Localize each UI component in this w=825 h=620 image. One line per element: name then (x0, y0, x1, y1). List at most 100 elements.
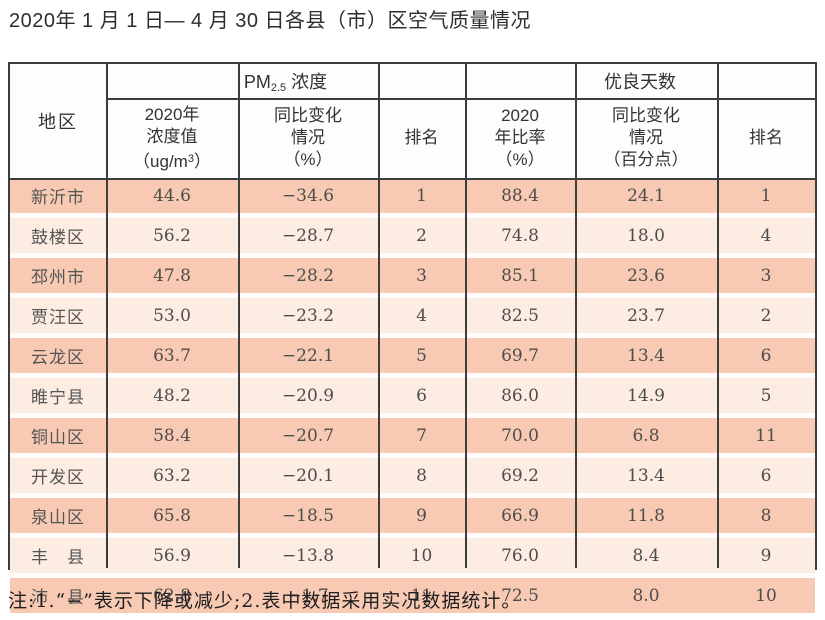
table-row: 鼓楼区 56.2 −28.7 2 74.8 18.0 4 (10, 213, 816, 256)
cell-pm-rank: 6 (378, 373, 466, 416)
cell-region: 铜山区 (10, 413, 106, 456)
col-header-pm-rank: 排名 (378, 98, 466, 178)
col-header-region: 地区 (10, 64, 106, 178)
cell-days-rank: 10 (717, 573, 816, 613)
cell-days-ratio: 88.4 (465, 178, 576, 216)
table-row: 开发区 63.2 −20.1 8 69.2 13.4 6 (10, 453, 816, 496)
cell-days-rank: 1 (717, 178, 816, 216)
cell-pm-value: 56.2 (106, 213, 238, 256)
cell-days-rank: 6 (717, 453, 816, 496)
table-header: 地区 PM2.5 浓度 优良天数 2020年 浓度值 （ug/m3） 同比变化 情况… (10, 64, 816, 178)
pm25-label-prefix: PM (243, 72, 271, 92)
cell-pm-value: 56.9 (106, 533, 238, 576)
cell-pm-change: −18.5 (238, 493, 378, 536)
cell-pm-rank: 3 (378, 253, 466, 296)
table-body: 新沂市 44.6 −34.6 1 88.4 24.1 1 鼓楼区 56.2 −28.7 2 74.8 1… (10, 178, 816, 613)
cell-days-ratio: 72.5 (465, 573, 576, 613)
sub-header-row: 2020年 浓度值 （ug/m3） 同比变化 情况 （%） 排名 2020 年比率 … (10, 98, 816, 178)
cell-days-ratio: 70.0 (465, 413, 576, 456)
cell-region: 睢宁县 (10, 373, 106, 416)
cell-days-rank: 5 (717, 373, 816, 416)
cell-pm-value: 53.0 (106, 293, 238, 336)
air-quality-table: 地区 PM2.5 浓度 优良天数 2020年 浓度值 （ug/m3） 同比变化 情况… (8, 62, 817, 613)
col-header-pm-change: 同比变化 情况 （%） (238, 98, 378, 178)
cell-pm-value: 47.8 (106, 253, 238, 296)
cell-pm-change: −23.2 (238, 293, 378, 336)
grid-vline-4 (465, 64, 467, 568)
cell-days-change: 23.6 (575, 253, 718, 296)
cell-days-change: 24.1 (575, 178, 718, 216)
cell-days-ratio: 86.0 (465, 373, 576, 416)
table-row: 邳州市 47.8 −28.2 3 85.1 23.6 3 (10, 253, 816, 296)
cell-region: 开发区 (10, 453, 106, 496)
pm-value-unit-post: ） (193, 151, 211, 171)
col-group-good-days: 优良天数 (465, 64, 816, 98)
cell-days-rank: 2 (717, 293, 816, 336)
pm25-label-suffix: 浓度 (286, 72, 328, 92)
cell-days-rank: 9 (717, 533, 816, 576)
col-header-pm-value: 2020年 浓度值 （ug/m3） (106, 98, 238, 178)
cell-days-change: 8.0 (575, 573, 718, 613)
cell-days-rank: 8 (717, 493, 816, 536)
table-row: 丰 县 56.9 −13.8 10 76.0 8.4 9 (10, 533, 816, 576)
page-title: 2020年 1 月 1 日— 4 月 30 日各县（市）区空气质量情况 (9, 10, 532, 32)
pm-value-line2: 浓度值 (146, 126, 198, 146)
table-row: 泉山区 65.8 −18.5 9 66.9 11.8 8 (10, 493, 816, 536)
grid-vline-1 (106, 64, 108, 568)
cell-days-change: 8.4 (575, 533, 718, 576)
grid-hline-group-header (106, 98, 815, 100)
cell-pm-rank: 11 (378, 573, 466, 613)
cell-pm-rank: 4 (378, 293, 466, 336)
cell-pm-change: −20.7 (238, 413, 378, 456)
cell-days-ratio: 69.2 (465, 453, 576, 496)
data-table: 地区 PM2.5 浓度 优良天数 2020年 浓度值 （ug/m3） 同比变化 情况… (10, 64, 816, 613)
cell-days-change: 11.8 (575, 493, 718, 536)
cell-region: 丰 县 (10, 533, 106, 576)
cell-pm-value: 44.6 (106, 178, 238, 216)
cell-region: 贾汪区 (10, 293, 106, 336)
pm-value-line3: （ug/m3） (106, 148, 238, 173)
cell-days-change: 14.9 (575, 373, 718, 416)
col-group-pm25: PM2.5 浓度 (106, 64, 466, 98)
cell-pm-rank: 8 (378, 453, 466, 496)
cell-pm-value: 63.7 (106, 333, 238, 376)
grid-vline-6 (717, 64, 719, 568)
cell-days-ratio: 69.7 (465, 333, 576, 376)
cell-pm-value: 65.8 (106, 493, 238, 536)
grid-vline-2 (238, 64, 240, 568)
col-header-days-ratio: 2020 年比率 （%） (465, 98, 576, 178)
table-row: 沛 县 62.8 −1.7 11 72.5 8.0 10 (10, 573, 816, 613)
cell-days-rank: 4 (717, 213, 816, 256)
col-header-days-change: 同比变化 情况 （百分点） (575, 98, 718, 178)
cell-pm-change: −1.7 (238, 573, 378, 613)
cell-pm-value: 63.2 (106, 453, 238, 496)
table-row: 新沂市 44.6 −34.6 1 88.4 24.1 1 (10, 178, 816, 216)
cell-pm-value: 58.4 (106, 413, 238, 456)
pm-value-unit-pre: （ug/m (133, 151, 188, 171)
table-row: 铜山区 58.4 −20.7 7 70.0 6.8 11 (10, 413, 816, 456)
cell-days-rank: 11 (717, 413, 816, 456)
grid-vline-3 (378, 64, 380, 568)
table-row: 云龙区 63.7 −22.1 5 69.7 13.4 6 (10, 333, 816, 376)
cell-days-change: 18.0 (575, 213, 718, 256)
cell-region: 新沂市 (10, 178, 106, 216)
cell-region: 鼓楼区 (10, 213, 106, 256)
cell-region: 邳州市 (10, 253, 106, 296)
cell-days-change: 6.8 (575, 413, 718, 456)
grid-vline-5 (575, 64, 577, 568)
grid-hline-sub-header (10, 178, 815, 180)
cell-days-ratio: 82.5 (465, 293, 576, 336)
cell-pm-rank: 9 (378, 493, 466, 536)
cell-pm-change: −28.7 (238, 213, 378, 256)
cell-days-change: 23.7 (575, 293, 718, 336)
cell-days-ratio: 85.1 (465, 253, 576, 296)
cell-region: 云龙区 (10, 333, 106, 376)
group-header-row: 地区 PM2.5 浓度 优良天数 (10, 64, 816, 178)
cell-pm-value: 62.8 (106, 573, 238, 613)
pm25-subscript: 2.5 (270, 82, 287, 94)
cell-region: 泉山区 (10, 493, 106, 536)
table-row: 睢宁县 48.2 −20.9 6 86.0 14.9 5 (10, 373, 816, 416)
cell-days-ratio: 76.0 (465, 533, 576, 576)
cell-pm-change: −22.1 (238, 333, 378, 376)
